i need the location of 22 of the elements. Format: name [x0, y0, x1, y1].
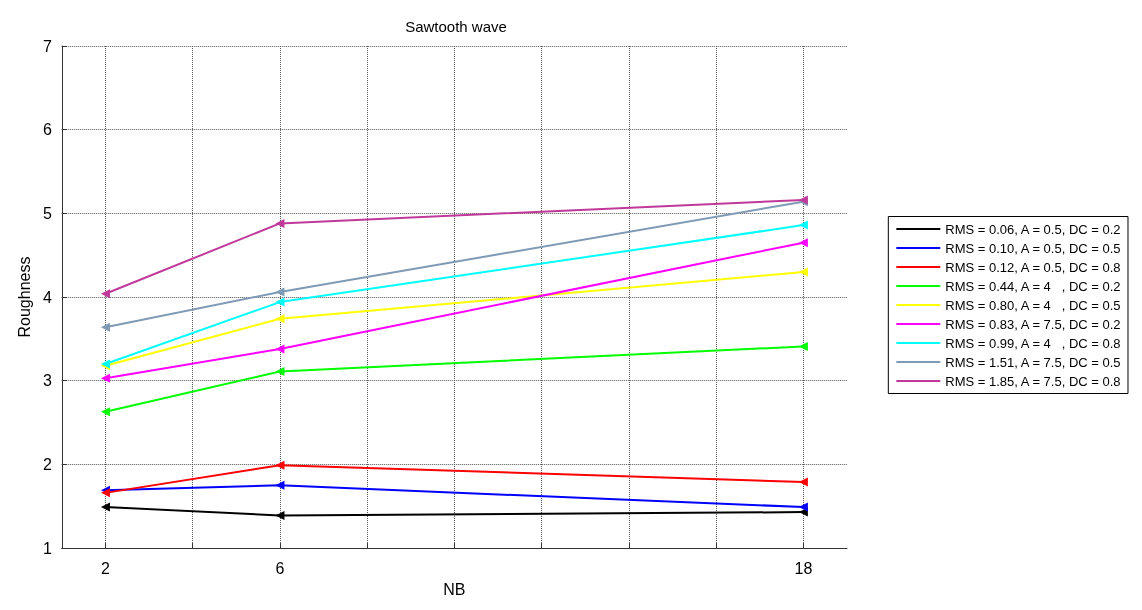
legend-label: RMS = 0.44, A = 4 , DC = 0.2	[945, 278, 1121, 294]
x-tick-label: 2	[100, 559, 110, 577]
legend-label: RMS = 0.99, A = 4 , DC = 0.8	[945, 335, 1121, 351]
legend-label: RMS = 1.85, A = 7.5, DC = 0.8	[945, 373, 1121, 389]
y-tick-label: 7	[42, 37, 52, 55]
x-tick-label: 6	[275, 559, 285, 577]
x-axis-title: NB	[443, 580, 466, 598]
y-tick-label: 5	[42, 204, 52, 222]
legend-label: RMS = 0.12, A = 0.5, DC = 0.8	[945, 259, 1121, 275]
y-tick-label: 3	[42, 372, 52, 390]
y-tick-label: 4	[42, 288, 52, 306]
y-tick-label: 1	[42, 539, 52, 557]
legend-label: RMS = 0.83, A = 7.5, DC = 0.2	[945, 316, 1121, 332]
y-tick-label: 6	[42, 121, 52, 139]
legend-label: RMS = 0.10, A = 0.5, DC = 0.5	[945, 240, 1121, 256]
y-tick-label: 2	[42, 455, 52, 473]
legend-label: RMS = 1.51, A = 7.5, DC = 0.5	[945, 354, 1121, 370]
legend-label: RMS = 0.80, A = 4 , DC = 0.5	[945, 297, 1121, 313]
legend-label: RMS = 0.06, A = 0.5, DC = 0.2	[945, 221, 1121, 237]
y-axis-title: Roughness	[15, 256, 33, 338]
chart-title: Sawtooth wave	[405, 18, 507, 35]
x-tick-label: 18	[794, 559, 813, 577]
